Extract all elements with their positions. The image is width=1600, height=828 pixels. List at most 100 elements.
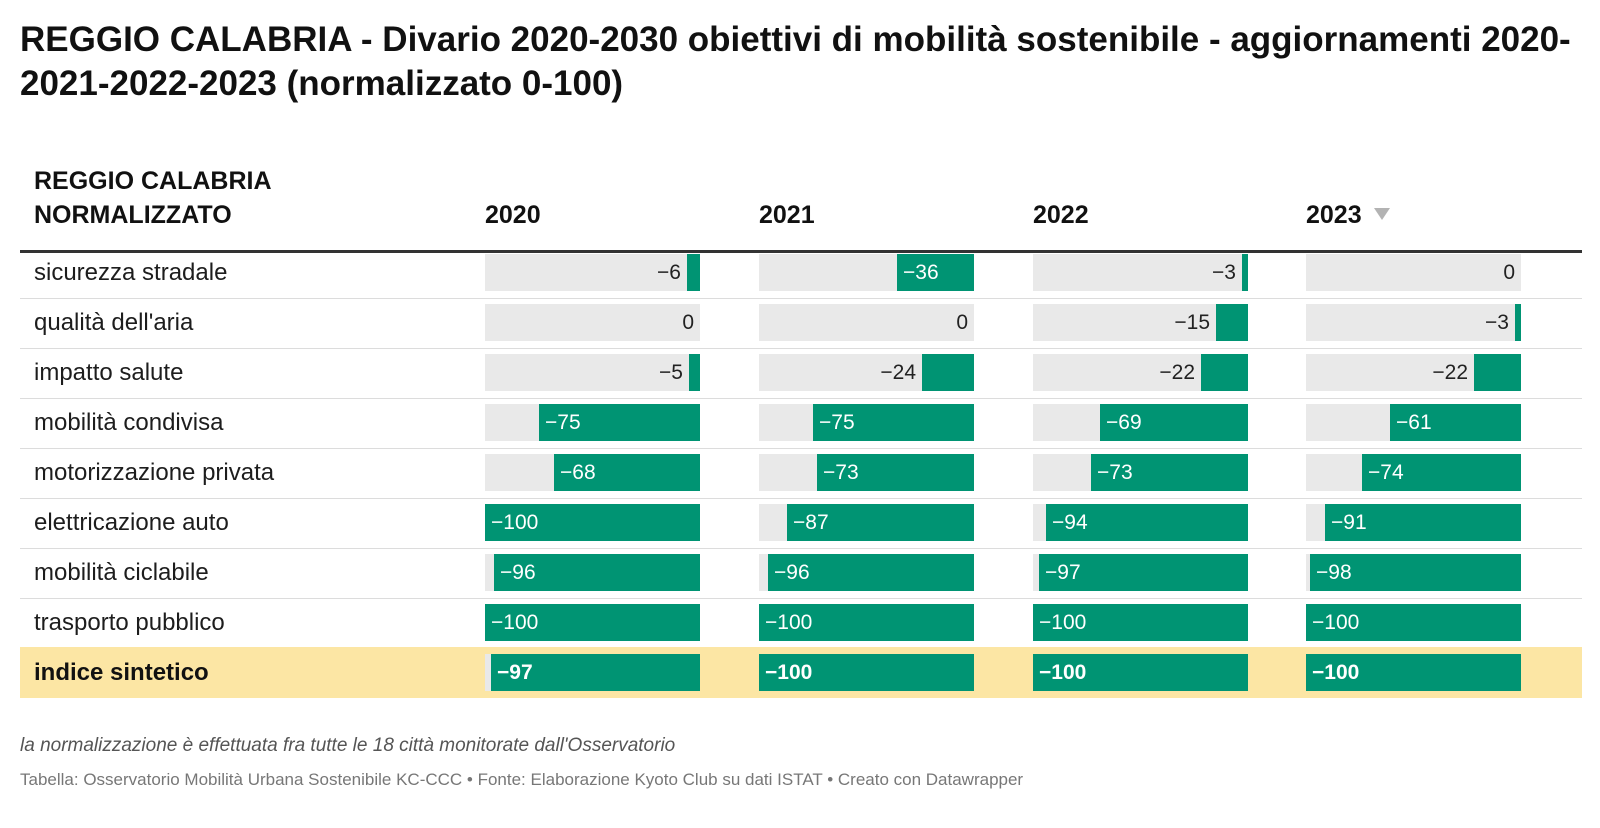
bar-cell: −96 xyxy=(485,554,700,591)
bar-cell: −22 xyxy=(1033,354,1248,391)
value-label: −100 xyxy=(1039,611,1087,634)
value-bar xyxy=(897,254,974,291)
row-label: impatto salute xyxy=(34,359,184,386)
bar-cell: −5 xyxy=(485,354,700,391)
value-bar xyxy=(539,404,700,441)
bar-cell: −98 xyxy=(1306,554,1521,591)
chart-source: Tabella: Osservatorio Mobilità Urbana So… xyxy=(20,770,1024,789)
value-bar xyxy=(1390,404,1521,441)
table-row: indice sintetico −97 −100 −100 −100 xyxy=(20,647,1582,698)
value-label: −100 xyxy=(491,611,539,634)
value-label: −100 xyxy=(1312,611,1360,634)
row-label: trasporto pubblico xyxy=(34,609,225,636)
value-bar xyxy=(1242,254,1248,291)
value-label: −36 xyxy=(903,261,939,284)
bar-cell: −87 xyxy=(759,504,974,541)
sort-descending-icon[interactable] xyxy=(1373,208,1390,221)
bar-cell: −94 xyxy=(1033,504,1248,541)
value-label: −73 xyxy=(823,461,859,484)
value-bar xyxy=(1039,554,1248,591)
table-row: elettricazione auto −100 −87 −94 −91 xyxy=(20,497,1582,549)
value-bar xyxy=(491,654,700,691)
bar-cell: −3 xyxy=(1033,254,1248,291)
bar-cell: 0 xyxy=(485,304,700,341)
value-bar xyxy=(1306,654,1521,691)
value-label: −75 xyxy=(819,411,855,434)
value-bar xyxy=(922,354,974,391)
row-label: sicurezza stradale xyxy=(34,259,228,286)
value-label: −22 xyxy=(1159,361,1195,384)
value-label: −69 xyxy=(1106,411,1142,434)
year-header-label: 2023 xyxy=(1306,201,1362,229)
bar-cell: 0 xyxy=(1306,254,1521,291)
bar-cell: −100 xyxy=(759,654,974,691)
chart-note: la normalizzazione è effettuata fra tutt… xyxy=(20,735,676,756)
value-bar xyxy=(787,504,974,541)
bar-cell: −100 xyxy=(485,504,700,541)
value-label: −68 xyxy=(560,461,596,484)
value-label: −5 xyxy=(659,361,683,384)
value-label: −61 xyxy=(1396,411,1432,434)
bar-cell: −22 xyxy=(1306,354,1521,391)
value-label: −98 xyxy=(1316,561,1352,584)
table-row: motorizzazione privata −68 −73 −73 −74 xyxy=(20,447,1582,499)
bar-cell: −15 xyxy=(1033,304,1248,341)
value-bar xyxy=(817,454,974,491)
value-bar xyxy=(1091,454,1248,491)
value-label: −15 xyxy=(1174,311,1210,334)
table-row: mobilità condivisa −75 −75 −69 −61 xyxy=(20,397,1582,449)
bar-cell: −73 xyxy=(1033,454,1248,491)
value-label: −73 xyxy=(1097,461,1133,484)
year-header-label: 2022 xyxy=(1033,201,1089,229)
row-label: elettricazione auto xyxy=(34,509,229,536)
value-label: −96 xyxy=(500,561,536,584)
year-header-2023[interactable]: 2023 xyxy=(1306,198,1390,232)
row-label: mobilità condivisa xyxy=(34,409,224,436)
bar-cell: −6 xyxy=(485,254,700,291)
value-bar xyxy=(1033,654,1248,691)
bar-cell: −74 xyxy=(1306,454,1521,491)
value-label: −100 xyxy=(1039,661,1087,684)
value-bar xyxy=(813,404,974,441)
value-bar xyxy=(1306,604,1521,641)
value-bar xyxy=(1046,504,1248,541)
value-label: −97 xyxy=(1045,561,1081,584)
value-label: −75 xyxy=(545,411,581,434)
table-row: mobilità ciclabile −96 −96 −97 −98 xyxy=(20,547,1582,599)
value-bar xyxy=(759,654,974,691)
row-label: motorizzazione privata xyxy=(34,459,275,486)
value-bar xyxy=(687,254,700,291)
value-bar xyxy=(494,554,700,591)
header-rule xyxy=(20,250,1582,253)
table-row: trasporto pubblico −100 −100 −100 −100 xyxy=(20,597,1582,649)
value-bar xyxy=(768,554,974,591)
value-bar xyxy=(1100,404,1248,441)
value-label: −100 xyxy=(765,661,813,684)
label-column-header: REGGIO CALABRIA NORMALIZZATO xyxy=(34,164,272,232)
bar-cell: −61 xyxy=(1306,404,1521,441)
bar-cell: −73 xyxy=(759,454,974,491)
bar-cell: −97 xyxy=(1033,554,1248,591)
value-label: 0 xyxy=(682,311,694,334)
bar-cell: −100 xyxy=(1033,604,1248,641)
bar-cell: −100 xyxy=(759,604,974,641)
value-label: −87 xyxy=(793,511,829,534)
value-bar xyxy=(1216,304,1248,341)
year-header-2022[interactable]: 2022 xyxy=(1033,198,1089,232)
row-label: indice sintetico xyxy=(34,659,209,686)
bar-cell: −3 xyxy=(1306,304,1521,341)
value-label: −91 xyxy=(1331,511,1367,534)
year-header-2020[interactable]: 2020 xyxy=(485,198,541,232)
bar-cell: −24 xyxy=(759,354,974,391)
bar-cell: −97 xyxy=(485,654,700,691)
label-header-line-1: REGGIO CALABRIA xyxy=(34,167,272,195)
value-bar xyxy=(1515,304,1521,341)
bar-cell: −96 xyxy=(759,554,974,591)
value-label: −100 xyxy=(491,511,539,534)
value-label: −74 xyxy=(1368,461,1404,484)
value-bar xyxy=(1310,554,1521,591)
bar-cell: 0 xyxy=(759,304,974,341)
value-label: 0 xyxy=(956,311,968,334)
value-bar xyxy=(554,454,700,491)
year-header-2021[interactable]: 2021 xyxy=(759,198,815,232)
